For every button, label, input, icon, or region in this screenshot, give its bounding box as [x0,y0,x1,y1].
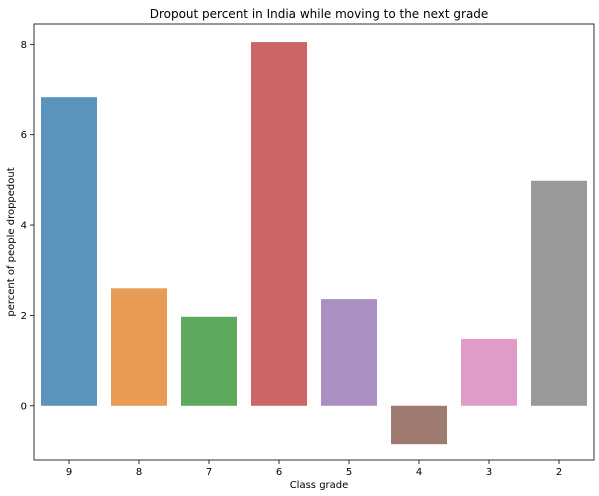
x-tick-label: 2 [556,467,562,478]
x-tick-label: 8 [136,467,142,478]
bar-grade-2 [531,180,587,406]
y-tick-label: 6 [21,130,27,141]
y-axis: 0 2 4 6 8 [21,40,34,412]
y-axis-title: percent of people droppedout [6,167,17,316]
chart-title: Dropout percent in India while moving to… [150,7,489,21]
x-tick-label: 4 [416,467,422,478]
bar-grade-5 [321,299,377,406]
x-tick-label: 9 [66,467,72,478]
x-axis: 9 8 7 6 5 4 3 2 [66,460,562,478]
bar-grade-8 [111,288,167,406]
x-tick-label: 3 [486,467,492,478]
y-tick-label: 0 [21,401,27,412]
x-tick-label: 5 [346,467,352,478]
bar-grade-3 [461,338,517,406]
x-tick-label: 6 [276,467,282,478]
x-axis-title: Class grade [290,480,349,491]
y-tick-label: 2 [21,311,27,322]
bar-grade-9 [41,97,97,406]
bars-group [41,42,587,445]
y-tick-label: 4 [21,221,27,232]
y-tick-label: 8 [21,40,27,51]
bar-grade-7 [181,316,237,406]
bar-grade-6 [251,42,307,406]
x-tick-label: 7 [206,467,212,478]
bar-grade-4 [391,405,447,445]
plot-frame [33,23,595,461]
